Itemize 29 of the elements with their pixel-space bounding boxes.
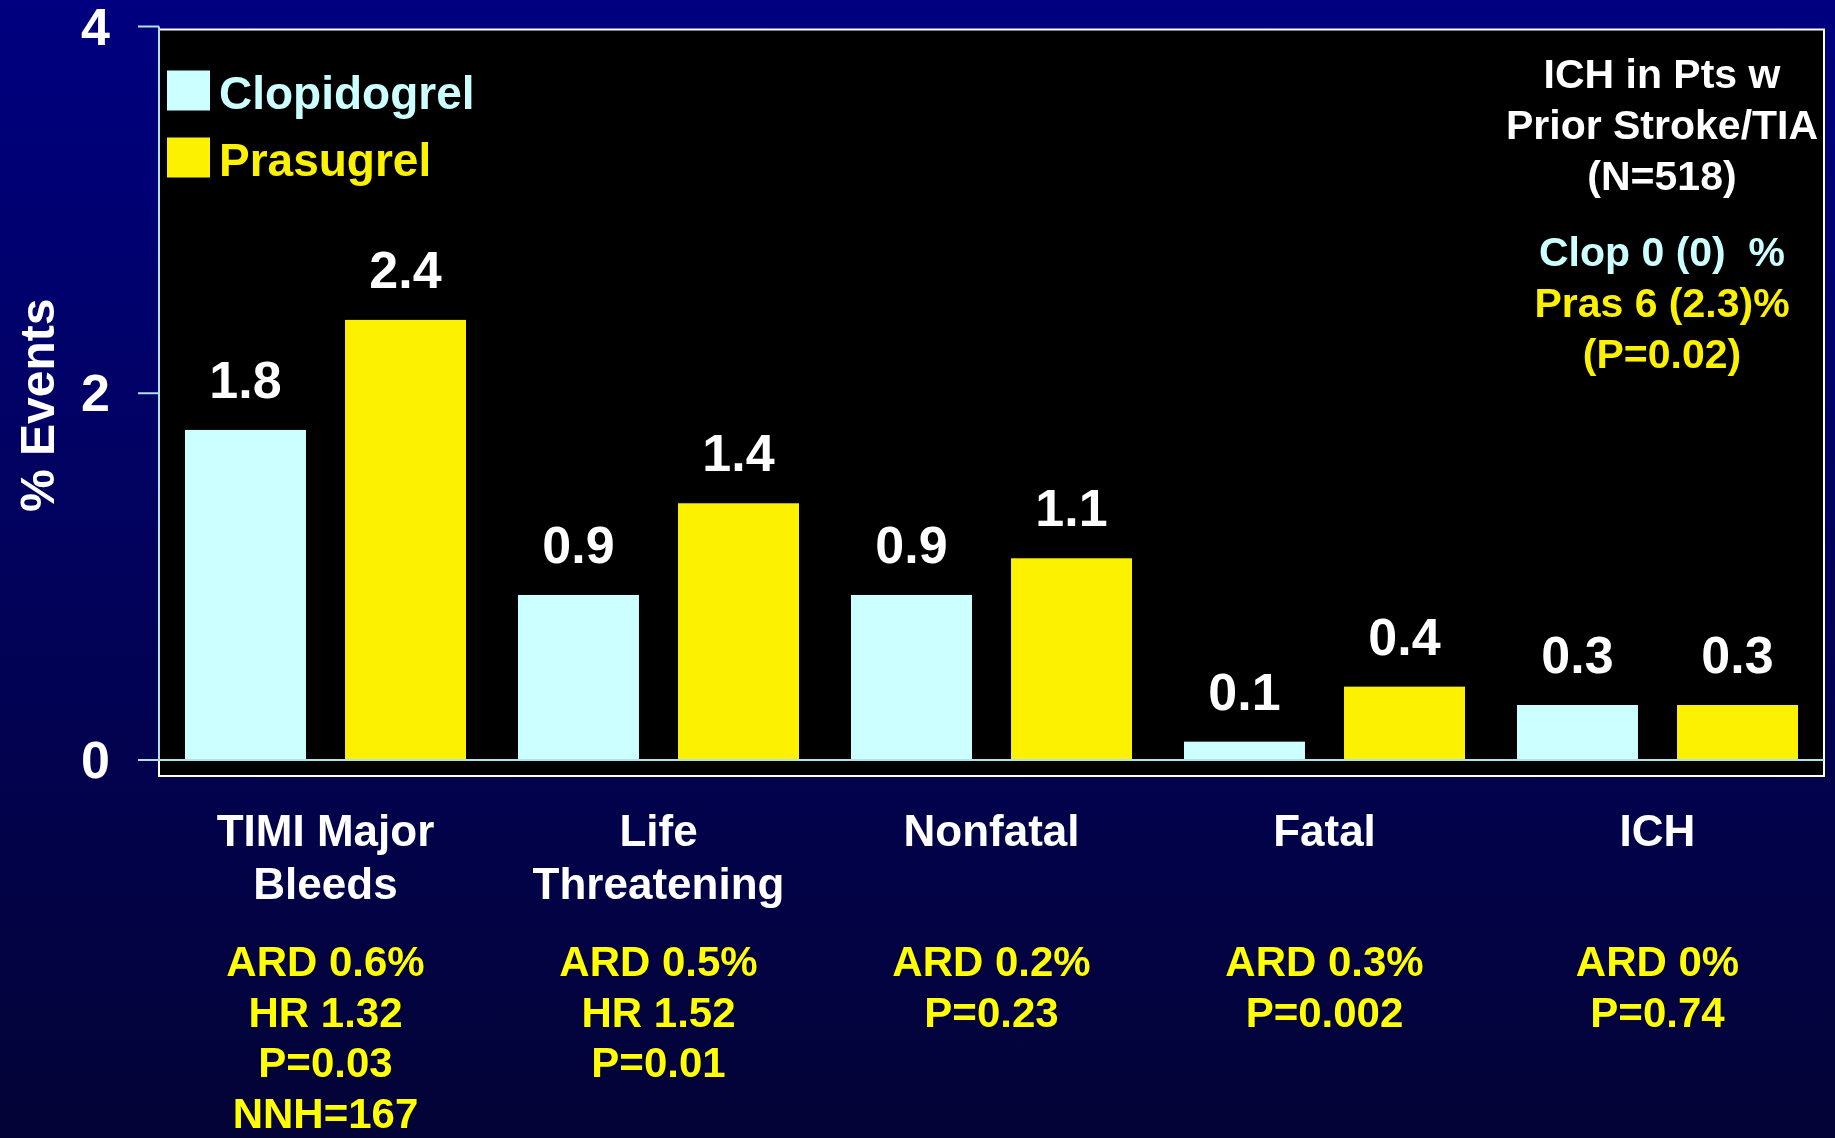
data-label: 0.1	[1208, 662, 1281, 721]
y-tick-label: 4	[81, 0, 111, 56]
annotation: Clop 0 (0) %	[1538, 229, 1786, 275]
data-label: 1.8	[209, 350, 282, 409]
data-label: 0.4	[1368, 607, 1441, 666]
data-label: 1.4	[702, 424, 775, 483]
legend-label: Clopidogrel	[219, 66, 475, 119]
y-axis-title: % Events	[11, 298, 64, 512]
text: ARD 0.2% P=0.23	[892, 938, 1091, 1036]
data-label: 1.1	[1035, 479, 1108, 538]
data-label: 0.3	[1541, 625, 1614, 684]
x-tick-label: Life Threatening	[532, 806, 785, 908]
text: ARD 0.5% HR 1.52 P=0.01	[559, 938, 758, 1086]
x-tick-label: Fatal	[1273, 806, 1376, 855]
data-label: 2.4	[369, 240, 442, 299]
data-label: 0.9	[542, 515, 615, 574]
y-tick-label: 0	[81, 731, 110, 789]
text: ARD 0.3% P=0.002	[1225, 938, 1424, 1036]
x-tick-label: Nonfatal	[903, 806, 1080, 855]
text: ARD 0% P=0.74	[1575, 938, 1740, 1036]
text: ARD 0.6% HR 1.32 P=0.03 NNH=167	[226, 938, 425, 1137]
legend-label: Prasugrel	[219, 133, 432, 186]
y-tick-label: 2	[81, 364, 110, 423]
x-tick-label: TIMI Major Bleeds	[216, 806, 435, 908]
data-label: 0.9	[875, 515, 948, 574]
data-label: 0.3	[1701, 625, 1774, 684]
x-tick-label: ICH	[1619, 806, 1696, 855]
annotation: ICH in Pts w Prior Stroke/TIA (N=518)	[1505, 51, 1819, 199]
annotation: Pras 6 (2.3)% (P=0.02)	[1534, 280, 1790, 377]
